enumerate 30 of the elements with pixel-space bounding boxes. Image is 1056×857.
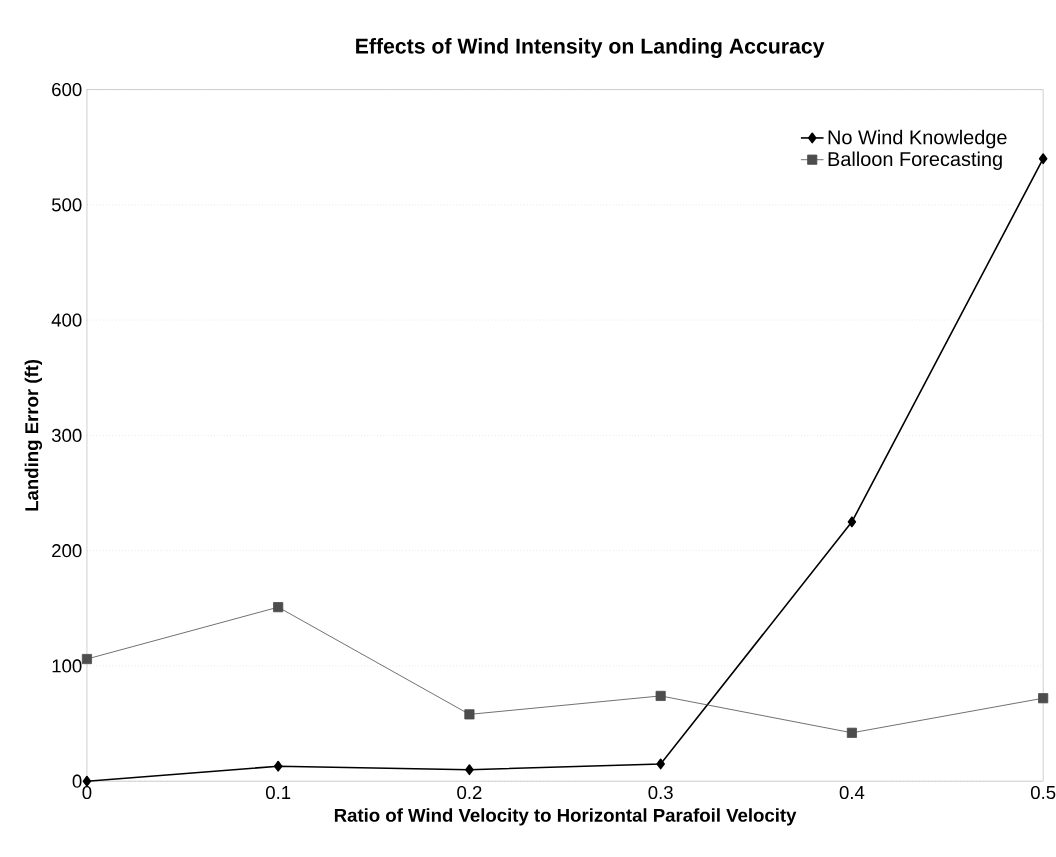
chart-title: Effects of Wind Intensity on Landing Accuracy [356, 38, 825, 59]
y-axis-title: Landing Error (ft) [24, 359, 43, 511]
y-tick-label: 500 [51, 198, 82, 212]
point [656, 758, 665, 770]
point [655, 690, 666, 702]
point [1038, 153, 1048, 165]
point [273, 602, 284, 613]
y-tick-label: 0 [72, 774, 82, 788]
y-tick-label: 600 [52, 83, 82, 97]
point [464, 709, 475, 720]
legend-label: Balloon Forecasting [828, 151, 1002, 171]
point [81, 654, 92, 665]
point [465, 764, 474, 776]
x-tick-label: 0.4 [839, 785, 865, 800]
x-tick-label: 0.5 [1030, 785, 1056, 800]
y-tick-label: 400 [51, 313, 82, 327]
y-tick-label: 200 [52, 544, 82, 558]
x-tick-label: 0.3 [648, 785, 673, 800]
y-tick-label: 300 [51, 428, 82, 443]
x-tick-label: 0.1 [265, 785, 291, 800]
point [1038, 693, 1049, 704]
x-tick-label: 0.2 [457, 785, 482, 800]
x-tick-label: 0 [82, 785, 92, 800]
x-axis-title: Ratio of Wind Velocity to Horizontal Parafoil Velocity [334, 808, 797, 826]
y-tick-label: 100 [52, 659, 82, 673]
point [82, 775, 92, 787]
legend-label: No Wind Knowledge [828, 129, 1007, 149]
point [847, 516, 857, 528]
point [273, 760, 283, 772]
point [846, 727, 857, 738]
